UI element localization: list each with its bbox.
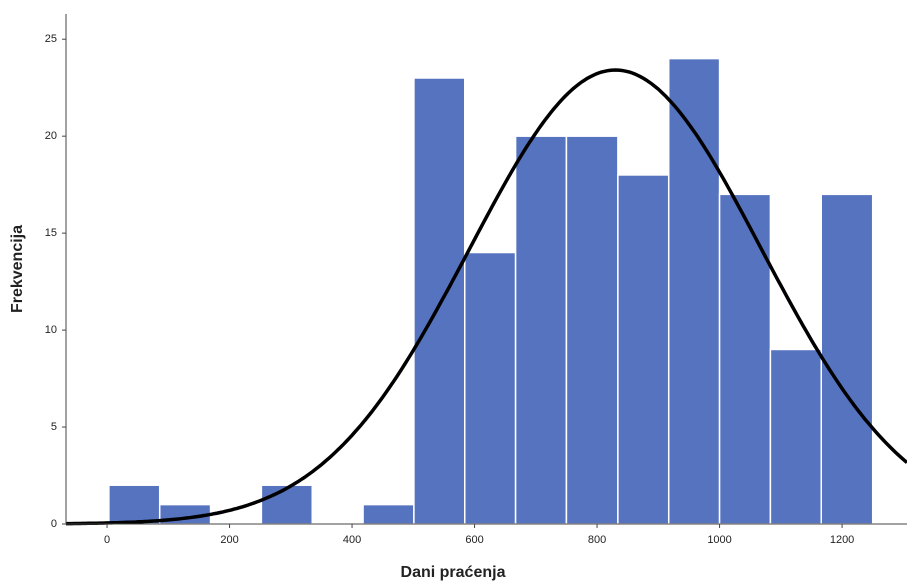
- bar: [514, 135, 568, 525]
- x-tick-label: 1200: [830, 534, 854, 546]
- y-tick-label: 25: [45, 33, 57, 45]
- x-axis-title: Dani praćenja: [401, 564, 506, 581]
- y-axis-title: Frekvencija: [9, 225, 26, 313]
- normal-curve: [66, 68, 907, 526]
- y-tick-label: 0: [51, 518, 57, 530]
- bar: [464, 251, 517, 525]
- bar: [718, 193, 772, 525]
- bar: [667, 57, 721, 525]
- y-tick-label: 20: [45, 130, 57, 142]
- bar: [617, 174, 670, 525]
- bar: [362, 503, 415, 525]
- x-tick-label: 400: [343, 534, 361, 546]
- x-tick-label: 1000: [707, 534, 731, 546]
- y-tick-label: 5: [51, 421, 57, 433]
- bar: [108, 484, 161, 525]
- bar: [413, 77, 466, 525]
- x-tick-label: 600: [465, 534, 483, 546]
- bar: [820, 193, 874, 525]
- bar: [260, 484, 313, 525]
- y-tick-label: 10: [45, 324, 57, 336]
- bar: [769, 348, 822, 525]
- y-tick-label: 15: [45, 227, 57, 239]
- x-tick-label: 800: [588, 534, 606, 546]
- x-tick-label: 0: [104, 534, 110, 546]
- bar: [565, 135, 619, 525]
- x-tick-label: 200: [220, 534, 238, 546]
